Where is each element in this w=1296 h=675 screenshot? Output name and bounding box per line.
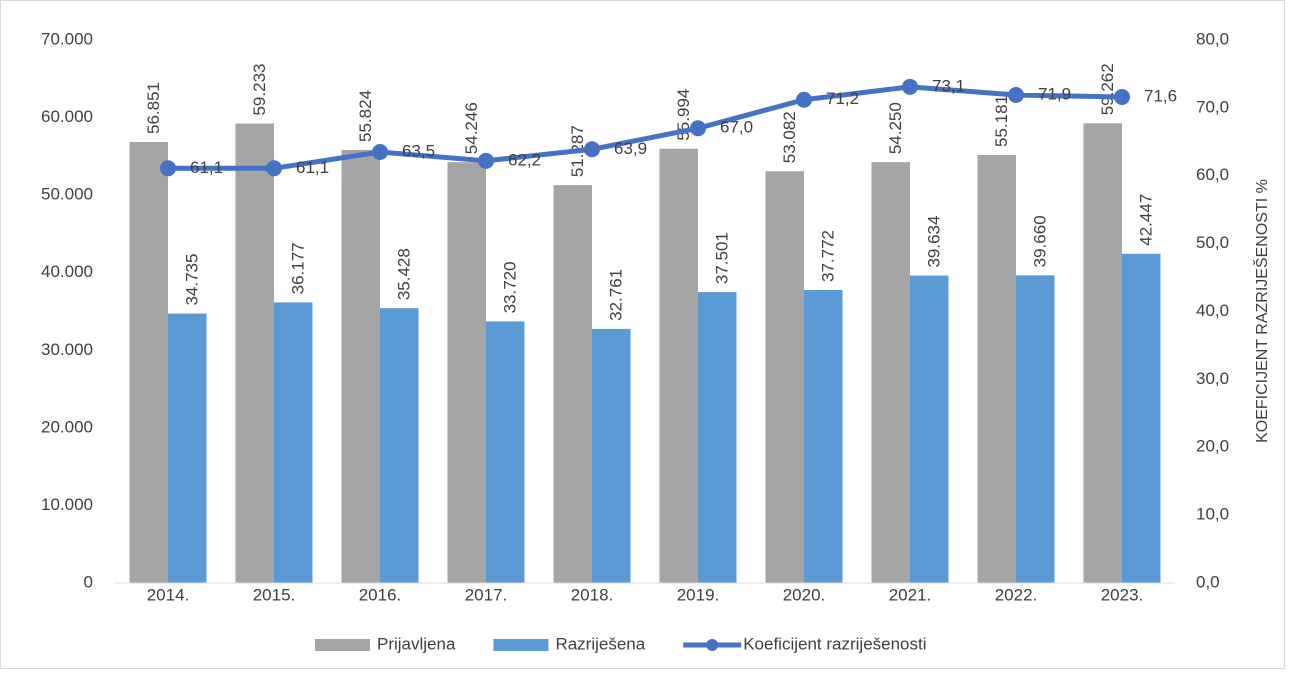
bar xyxy=(168,313,207,583)
line-marker xyxy=(160,160,176,177)
legend-label: Razriješena xyxy=(555,634,645,653)
y2-tick-label: 50,0 xyxy=(1196,233,1229,252)
legend-swatch xyxy=(315,639,370,651)
x-tick-label: 2019. xyxy=(677,585,720,604)
bar xyxy=(553,185,592,583)
data-label: 59.233 xyxy=(250,64,269,116)
data-label: 36.177 xyxy=(289,242,308,294)
bar xyxy=(871,162,910,584)
bar xyxy=(910,275,949,583)
line-marker xyxy=(372,143,388,160)
data-label: 42.447 xyxy=(1137,194,1156,246)
bar xyxy=(765,171,804,583)
data-label: 63,9 xyxy=(614,139,647,158)
bar xyxy=(486,321,525,583)
data-label: 39.660 xyxy=(1031,215,1050,267)
data-label: 73,1 xyxy=(932,76,965,95)
y2-tick-label: 30,0 xyxy=(1196,369,1229,388)
data-label: 53.082 xyxy=(780,111,799,163)
x-tick-label: 2018. xyxy=(571,585,614,604)
line-marker xyxy=(266,160,282,177)
line-marker xyxy=(690,120,706,137)
y-tick-label: 0 xyxy=(84,572,93,591)
y2-tick-label: 80,0 xyxy=(1196,29,1229,48)
data-label: 61,1 xyxy=(296,158,329,177)
x-tick-label: 2023. xyxy=(1101,585,1144,604)
data-label: 54.246 xyxy=(462,102,481,154)
bar xyxy=(977,154,1016,583)
y2-axis-label: KOEFICIJENT RAZRIJEŠENOSTI % xyxy=(1252,179,1271,443)
y2-tick-label: 40,0 xyxy=(1196,301,1229,320)
bar xyxy=(804,289,843,583)
bar xyxy=(659,148,698,583)
data-label: 39.634 xyxy=(925,216,944,268)
x-tick-label: 2015. xyxy=(253,585,296,604)
x-tick-label: 2017. xyxy=(465,585,508,604)
y2-tick-label: 0,0 xyxy=(1196,572,1220,591)
bar xyxy=(698,292,737,583)
data-label: 54.250 xyxy=(886,102,905,154)
data-label: 71,9 xyxy=(1038,84,1071,103)
line-marker xyxy=(796,91,812,108)
y-tick-label: 40.000 xyxy=(41,262,93,281)
bar xyxy=(129,141,168,584)
data-label: 59.262 xyxy=(1098,63,1117,115)
data-label: 35.428 xyxy=(395,248,414,300)
bar xyxy=(447,162,486,583)
y-tick-label: 60.000 xyxy=(41,107,93,126)
x-tick-label: 2020. xyxy=(783,585,826,604)
data-label: 32.761 xyxy=(607,269,626,321)
line-marker xyxy=(584,141,600,158)
y-tick-label: 30.000 xyxy=(41,340,93,359)
bar xyxy=(380,308,419,583)
data-label: 62,2 xyxy=(508,150,541,169)
y-tick-label: 70.000 xyxy=(41,29,93,48)
data-label: 34.735 xyxy=(183,254,202,306)
bar xyxy=(1122,253,1161,584)
y2-tick-label: 60,0 xyxy=(1196,165,1229,184)
bar xyxy=(341,149,380,583)
bar xyxy=(1016,275,1055,583)
legend-swatch-marker xyxy=(706,639,719,651)
data-label: 55.181 xyxy=(992,95,1011,147)
y2-tick-label: 20,0 xyxy=(1196,437,1229,456)
legend-swatch xyxy=(493,639,549,651)
line xyxy=(168,84,1123,171)
y-tick-label: 50.000 xyxy=(41,185,93,204)
x-tick-label: 2021. xyxy=(889,585,932,604)
line-marker xyxy=(1008,86,1024,103)
data-label: 61,1 xyxy=(190,158,223,177)
line-marker xyxy=(1114,89,1130,106)
line-marker xyxy=(902,78,918,95)
y-tick-label: 10.000 xyxy=(41,495,93,514)
y2-tick-label: 10,0 xyxy=(1196,505,1229,524)
data-label: 37.772 xyxy=(819,230,838,282)
data-label: 55.824 xyxy=(356,90,375,142)
data-label: 33.720 xyxy=(501,261,520,313)
data-label: 71,6 xyxy=(1144,86,1177,105)
line-marker xyxy=(478,152,494,169)
bar xyxy=(592,328,631,583)
y2-tick-label: 70,0 xyxy=(1196,97,1229,116)
data-label: 37.501 xyxy=(713,232,732,284)
data-label: 56.851 xyxy=(144,82,163,134)
data-label: 67,0 xyxy=(720,118,753,137)
x-tick-label: 2014. xyxy=(147,585,190,604)
x-tick-label: 2022. xyxy=(995,585,1038,604)
bar xyxy=(235,123,274,584)
legend-label: Koeficijent razriješenosti xyxy=(743,634,926,653)
bar xyxy=(1083,123,1122,583)
data-label: 71,2 xyxy=(826,89,859,108)
bar xyxy=(274,302,313,583)
x-tick-label: 2016. xyxy=(359,585,402,604)
y-tick-label: 20.000 xyxy=(41,417,93,436)
data-label: 63,5 xyxy=(402,141,435,160)
legend-label: Prijavljena xyxy=(377,634,456,653)
